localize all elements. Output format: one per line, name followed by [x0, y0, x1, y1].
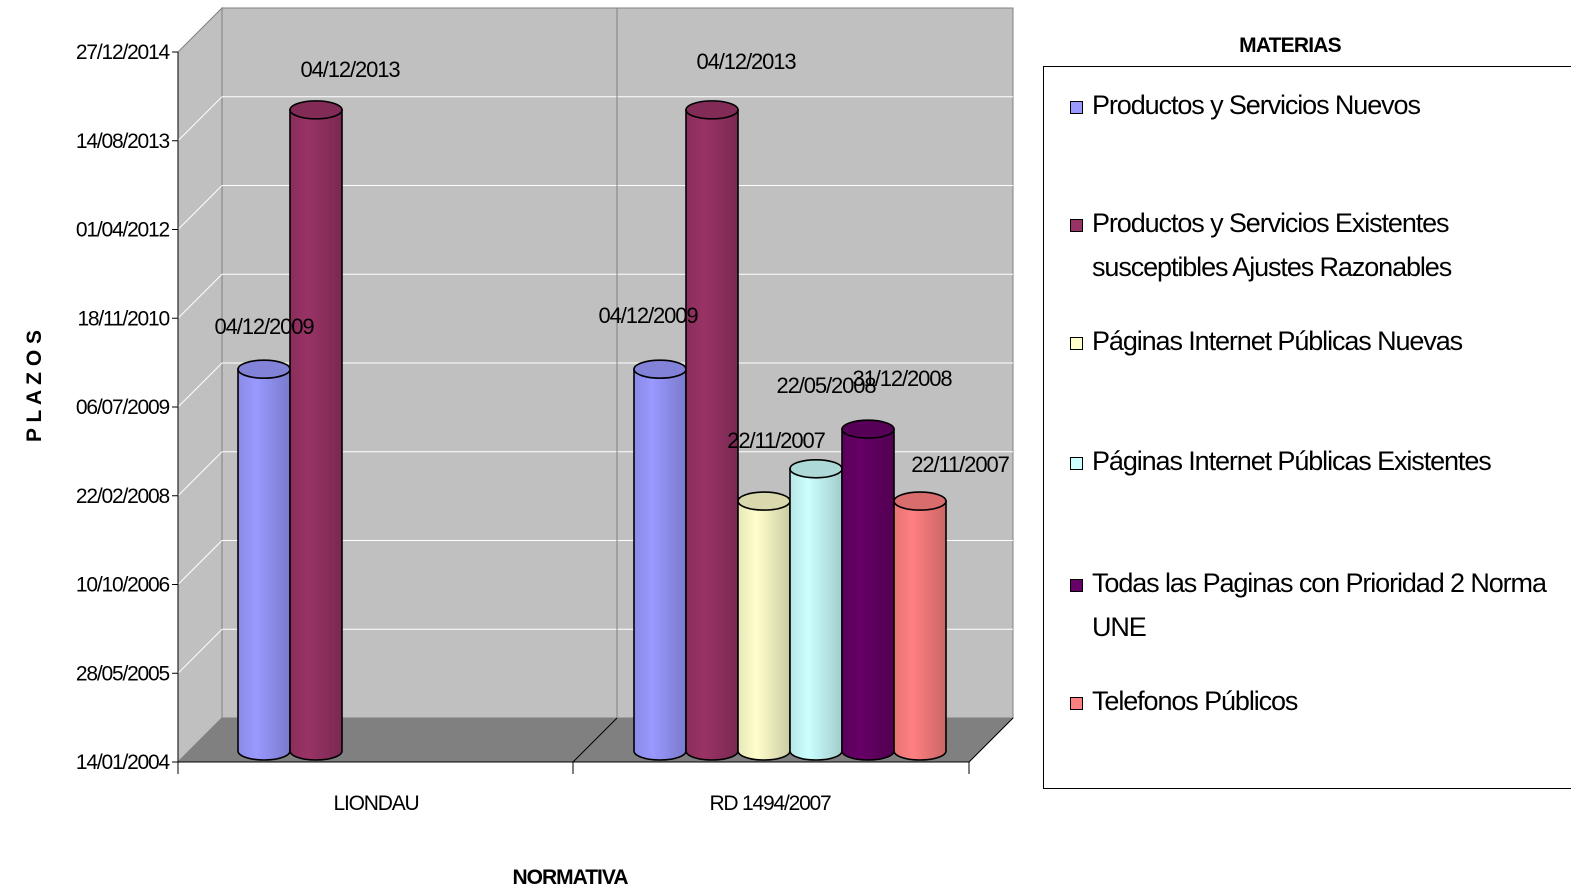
data-label: 22/05/2008 — [776, 373, 876, 398]
y-tick-label: 28/05/2005 — [76, 662, 170, 685]
data-labels: 04/12/2009 04/12/2009 04/12/2013 04/12/2013… — [214, 49, 1010, 477]
bar — [737, 491, 791, 761]
legend-title: MATERIAS — [1239, 34, 1342, 57]
data-label: 22/11/2007 — [727, 428, 825, 453]
gridline-side — [177, 362, 223, 408]
y-tick-label: 18/11/2010 — [77, 307, 169, 330]
data-label: 04/12/2009 — [214, 314, 314, 339]
bar-body — [633, 368, 687, 761]
bar — [633, 359, 687, 761]
data-label: 04/12/2009 — [598, 303, 698, 328]
y-tick-label: 01/04/2012 — [76, 219, 170, 242]
bar-top — [789, 458, 843, 479]
legend-item: Todas las Paginas con Prioridad 2 Norma … — [1070, 561, 1571, 649]
legend-label: Telefonos Públicos — [1092, 686, 1298, 716]
legend-swatch — [1070, 697, 1083, 710]
legend-swatch — [1070, 579, 1083, 592]
bar-top — [893, 491, 947, 511]
bar-top — [737, 491, 791, 511]
data-label: 04/12/2013 — [300, 57, 400, 82]
gridline-side — [177, 96, 223, 142]
y-axis-ticks: 27/12/2014 14/08/2013 01/04/2012 18/11/2010… — [76, 41, 178, 774]
data-label: 31/12/2008 — [852, 366, 952, 391]
legend-swatch — [1070, 101, 1083, 114]
y-axis-title: P L A Z O S — [23, 330, 46, 442]
legend-label: Productos y Servicios Nuevos — [1092, 90, 1421, 120]
legend-swatch — [1070, 457, 1083, 470]
legend-label: Todas las Paginas con Prioridad 2 Norma … — [1092, 568, 1547, 642]
bar-top — [841, 419, 895, 439]
floor-front-edge — [968, 717, 1014, 763]
data-label: 22/11/2007 — [911, 452, 1009, 477]
gridline-side — [177, 273, 223, 319]
legend-label: Productos y Servicios Existentes suscept… — [1092, 208, 1452, 282]
y-tick-label: 06/07/2009 — [76, 396, 170, 419]
bar-body — [289, 109, 343, 761]
bar-top — [685, 100, 739, 120]
bar — [289, 100, 343, 761]
bars — [237, 100, 947, 761]
legend-item: Páginas Internet Públicas Existentes — [1070, 439, 1571, 483]
legend-label: Páginas Internet Públicas Nuevas — [1092, 326, 1463, 356]
bar-top — [633, 359, 687, 379]
bar-body — [789, 467, 843, 761]
gridline-side — [177, 628, 223, 674]
y-tick-label: 14/08/2013 — [76, 130, 170, 153]
bar-body — [893, 500, 947, 761]
bar-body — [237, 368, 291, 761]
legend-item: Productos y Servicios Existentes suscept… — [1070, 201, 1571, 289]
bar — [841, 419, 895, 761]
legend-item: Productos y Servicios Nuevos — [1070, 83, 1571, 127]
bar-top — [237, 359, 291, 379]
floor-divider — [572, 717, 618, 763]
y-tick-label: 10/10/2006 — [76, 574, 170, 597]
bar — [893, 491, 947, 761]
bar — [789, 458, 843, 761]
x-axis-title: NORMATIVA — [512, 866, 628, 889]
bar-body — [841, 428, 895, 761]
legend-label: Páginas Internet Públicas Existentes — [1092, 446, 1492, 476]
bar-body — [737, 500, 791, 761]
y-tick-label: 22/02/2008 — [76, 485, 170, 508]
data-label: 04/12/2013 — [696, 49, 796, 74]
legend-swatch — [1070, 337, 1083, 350]
x-tick-label: LIONDAU — [334, 792, 419, 815]
y-tick-label: 27/12/2014 — [76, 41, 171, 64]
bar-top — [289, 100, 343, 120]
y-tick-label: 14/01/2004 — [76, 751, 171, 774]
bar — [237, 359, 291, 761]
legend-swatch — [1070, 219, 1083, 232]
gridline-side — [177, 185, 223, 230]
x-axis-ticks: LIONDAU RD 1494/2007 — [177, 762, 970, 815]
x-tick-label: RD 1494/2007 — [709, 792, 831, 815]
legend-item: Telefonos Públicos — [1070, 679, 1571, 723]
gridline-side — [177, 451, 223, 497]
gridline-side — [177, 540, 223, 585]
legend-item: Páginas Internet Públicas Nuevas — [1070, 319, 1571, 363]
legend: Productos y Servicios Nuevos Productos y … — [1043, 66, 1571, 789]
